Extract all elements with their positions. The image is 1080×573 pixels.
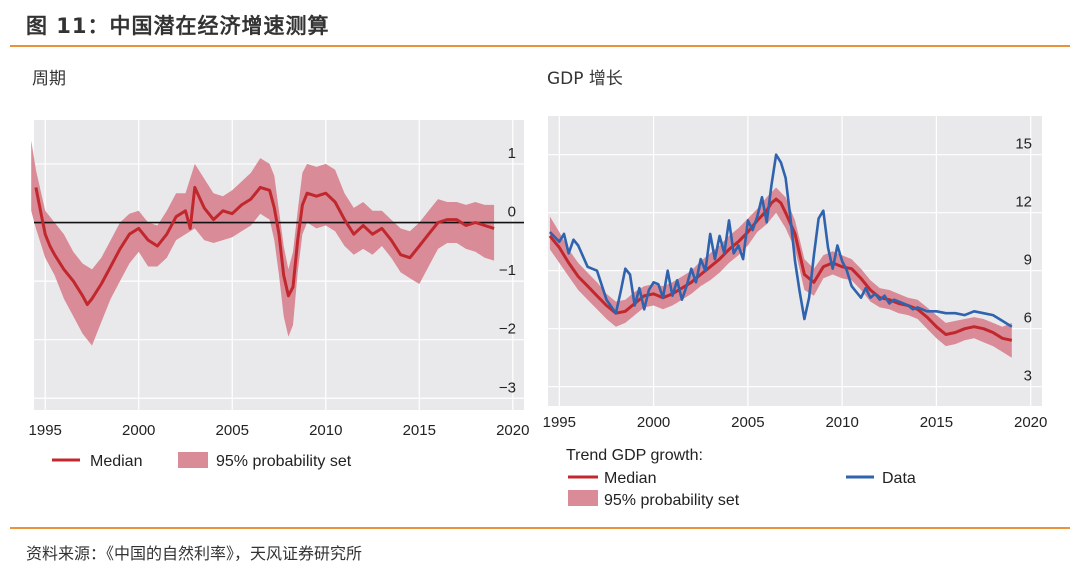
legend-band-swatch [568,490,598,506]
y-tick-labels: 15 12 9 6 3 [1015,136,1032,385]
footer-divider [10,527,1070,529]
legend-band-swatch [178,452,208,468]
y-tick-label: −1 [499,262,516,279]
figure-title: 图 11：中国潜在经济增速测算 [26,14,330,38]
x-tick-label: 2020 [496,422,529,439]
x-tick-label: 2010 [309,422,342,439]
y-tick-label: 0 [508,204,516,221]
x-tick-label: 2020 [1014,414,1047,431]
x-tick-label: 2010 [825,414,858,431]
y-tick-label: 1 [508,145,516,162]
y-tick-label: 6 [1024,310,1032,327]
right-panel-title: GDP 增长 [547,69,623,89]
y-tick-label: 12 [1015,194,1032,211]
y-tick-label: −2 [499,321,516,338]
x-tick-labels: 1995 2000 2005 2010 2015 2020 [543,414,1048,431]
x-tick-labels: 1995 2000 2005 2010 2015 2020 [29,422,530,439]
header-divider [10,45,1070,47]
x-tick-label: 1995 [543,414,576,431]
cycle-chart: 1995 2000 2005 2010 2015 2020 1 0 −1 −2 −3 Median… [29,120,530,470]
legend-band-label: 95% probability set [216,453,352,470]
y-tick-label: 3 [1024,368,1032,385]
y-tick-label: −3 [499,379,516,396]
x-tick-label: 2015 [403,422,436,439]
left-panel-title: 周期 [32,69,66,89]
y-tick-labels: 1 0 −1 −2 −3 [499,145,516,396]
x-tick-label: 2005 [731,414,764,431]
y-tick-label: 15 [1015,136,1032,153]
x-tick-label: 1995 [29,422,62,439]
legend-median-label: Median [90,453,142,470]
source-note: 资料来源：《中国的自然利率》，天风证券研究所 [26,544,363,563]
legend-data-label: Data [882,470,916,487]
legend-median-label: Median [604,470,656,487]
gdp-growth-chart: 1995 2000 2005 2010 2015 2020 15 12 9 6 3 Trend G… [543,116,1048,509]
legend-heading: Trend GDP growth: [566,447,703,464]
data-line [548,153,1013,328]
median-line [548,197,1013,342]
x-tick-label: 2015 [920,414,953,431]
x-tick-label: 2000 [637,414,670,431]
x-tick-label: 2005 [216,422,249,439]
legend-band-label: 95% probability set [604,492,740,509]
y-tick-label: 9 [1024,252,1032,269]
x-tick-label: 2000 [122,422,155,439]
median-line [34,185,495,306]
